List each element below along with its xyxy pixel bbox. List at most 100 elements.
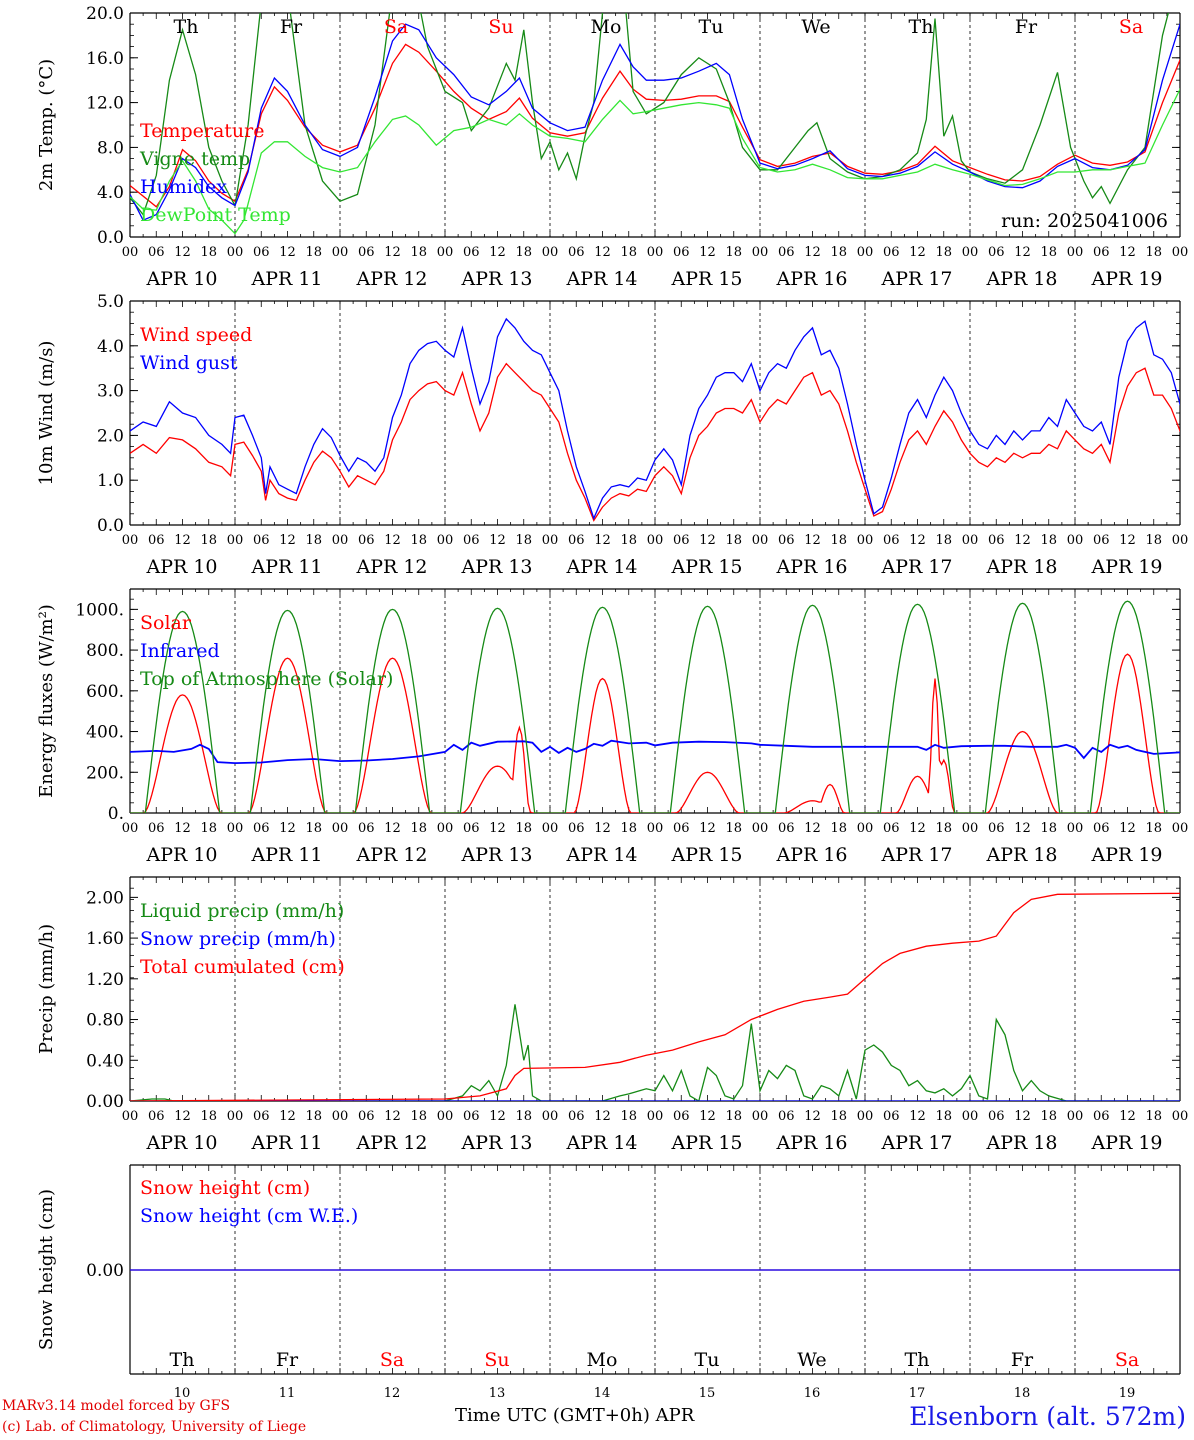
hour-label: 00 xyxy=(1067,533,1084,548)
weekday-label: Fr xyxy=(280,16,303,38)
hour-label: 06 xyxy=(673,821,690,836)
hour-label: 00 xyxy=(647,533,664,548)
y-axis-label: 2m Temp. (°C) xyxy=(36,59,57,191)
date-label: APR 15 xyxy=(670,556,742,578)
hour-label: 18 xyxy=(410,245,427,260)
hour-label: 18 xyxy=(620,245,637,260)
y-tick-label: 12.0 xyxy=(86,94,124,114)
hour-label: 00 xyxy=(1067,1109,1084,1124)
hour-label: 12 xyxy=(384,245,401,260)
y-tick-label: 200. xyxy=(86,763,124,783)
date-label: APR 18 xyxy=(985,556,1057,578)
y-tick-label: 800. xyxy=(86,641,124,661)
hour-label: 18 xyxy=(410,1109,427,1124)
hour-label: 00 xyxy=(1172,1109,1189,1124)
hour-label: 00 xyxy=(857,533,874,548)
date-label: APR 11 xyxy=(250,844,322,866)
date-label: APR 14 xyxy=(565,844,637,866)
legend-entry: Temperature xyxy=(140,120,264,142)
weekday-label-bottom: Fr xyxy=(276,1349,299,1371)
meteogram: 0.0 4.0 8.0 12.0 16.0 20.0 2m Temp. (°C) 00 06 12… xyxy=(36,4,1189,1401)
panel-5: 0.00 Snow height (cm) Snow height (cm) Snow… xyxy=(36,1164,1181,1375)
hour-label: 12 xyxy=(384,533,401,548)
weekday-label: Mo xyxy=(591,16,622,38)
hour-label: 18 xyxy=(1145,1109,1162,1124)
hour-label: 18 xyxy=(620,533,637,548)
y-tick-label: 1.60 xyxy=(86,929,124,949)
date-label: APR 12 xyxy=(355,844,427,866)
hour-label: 18 xyxy=(1040,533,1057,548)
series-line-wind-gust xyxy=(130,317,1180,521)
hour-label: 06 xyxy=(148,1109,165,1124)
hour-label: 00 xyxy=(857,245,874,260)
hour-label: 18 xyxy=(305,821,322,836)
hour-label: 12 xyxy=(279,245,296,260)
weekday-label: Fr xyxy=(1015,16,1038,38)
series-line-solar xyxy=(130,653,1180,813)
hour-label: 06 xyxy=(253,821,270,836)
series-group xyxy=(130,600,1180,813)
hour-label: 00 xyxy=(1172,821,1189,836)
hour-label: 00 xyxy=(437,533,454,548)
hour-label: 06 xyxy=(778,245,795,260)
y-axis-label: Snow height (cm) xyxy=(36,1189,57,1350)
hour-label: 18 xyxy=(515,533,532,548)
hour-label: 06 xyxy=(568,821,585,836)
series-line-temperature xyxy=(130,43,1180,208)
weekday-label-bottom: Sa xyxy=(1115,1349,1139,1371)
y-tick-label: 2.00 xyxy=(86,888,124,908)
y-tick-label: 2.0 xyxy=(97,426,124,446)
hour-label: 12 xyxy=(489,245,506,260)
legend-entry: Total cumulated (cm) xyxy=(140,956,345,978)
hour-label: 18 xyxy=(725,1109,742,1124)
hour-label: 06 xyxy=(463,821,480,836)
series-line-dewpoint-temp xyxy=(130,88,1180,235)
date-label: APR 17 xyxy=(880,268,952,290)
hour-label: 18 xyxy=(620,821,637,836)
hour-label: 06 xyxy=(673,533,690,548)
hour-label: 06 xyxy=(778,1109,795,1124)
hour-label: 12 xyxy=(804,245,821,260)
day-number-label: 13 xyxy=(489,1386,506,1400)
hour-label: 00 xyxy=(332,533,349,548)
date-label: APR 15 xyxy=(670,844,742,866)
hour-label: 00 xyxy=(122,533,139,548)
hour-label: 06 xyxy=(883,821,900,836)
date-label: APR 19 xyxy=(1090,1132,1162,1154)
hour-label: 18 xyxy=(725,821,742,836)
hour-label: 00 xyxy=(542,533,559,548)
y-tick-label: 400. xyxy=(86,723,124,743)
y-tick-label: 0. xyxy=(108,804,124,824)
legend-entry: Humidex xyxy=(140,176,227,198)
y-tick-label: 1.20 xyxy=(86,970,124,990)
hour-label: 18 xyxy=(305,533,322,548)
hour-label: 12 xyxy=(384,1109,401,1124)
weekday-label: Th xyxy=(909,16,934,38)
date-label: APR 16 xyxy=(775,844,847,866)
hour-label: 12 xyxy=(909,533,926,548)
date-label: APR 16 xyxy=(775,556,847,578)
series-group xyxy=(130,317,1180,522)
hour-label: 12 xyxy=(1014,1109,1031,1124)
date-label: APR 12 xyxy=(355,268,427,290)
date-label: APR 10 xyxy=(145,556,217,578)
series-line-infrared xyxy=(130,739,1180,765)
y-tick-label: 0.00 xyxy=(86,1261,124,1281)
hour-label: 12 xyxy=(699,1109,716,1124)
hour-label: 18 xyxy=(200,533,217,548)
hour-label: 06 xyxy=(568,245,585,260)
y-tick-label: 20.0 xyxy=(86,4,124,24)
hour-label: 06 xyxy=(463,245,480,260)
panel-3: 0. 200. 400. 600. 800. 1000. Energy fluxes (W/… xyxy=(36,588,1189,866)
date-label: APR 10 xyxy=(145,1132,217,1154)
legend-entry: Snow precip (mm/h) xyxy=(140,928,336,950)
weekday-label-bottom: Fr xyxy=(1011,1349,1034,1371)
hour-label: 18 xyxy=(410,821,427,836)
hour-label: 12 xyxy=(1014,821,1031,836)
date-label: APR 19 xyxy=(1090,268,1162,290)
hour-label: 12 xyxy=(489,821,506,836)
weekday-label: Sa xyxy=(384,16,408,38)
hour-label: 00 xyxy=(962,533,979,548)
date-label: APR 13 xyxy=(460,268,532,290)
hour-label: 00 xyxy=(752,245,769,260)
